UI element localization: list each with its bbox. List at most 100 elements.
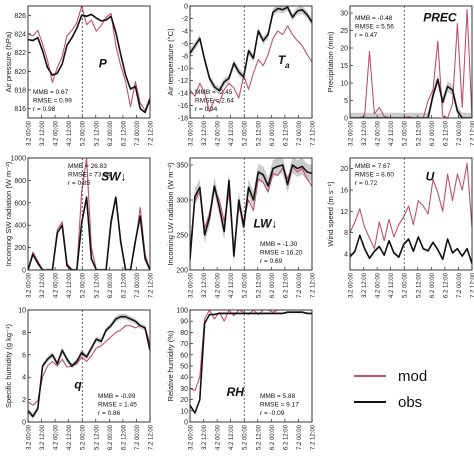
stats-line: MMB = -0.48 bbox=[355, 15, 393, 22]
panel-title: q bbox=[74, 377, 82, 391]
x-tick-label: 3.2 12:00 bbox=[362, 272, 368, 298]
x-tick-label: 3.2 12:00 bbox=[40, 120, 46, 146]
panel-title-subscript: a bbox=[285, 61, 290, 70]
x-tick-label: 3.2 00:00 bbox=[189, 272, 195, 298]
panel-title: Ta bbox=[278, 53, 290, 70]
y-tick-label: 0 bbox=[344, 116, 348, 123]
y-axis-label: Air temperature (°C) bbox=[166, 28, 175, 96]
x-tick-label: 7.2 12:00 bbox=[149, 272, 155, 298]
y-tick-label: 250 bbox=[176, 233, 188, 240]
y-tick-label: 60 bbox=[180, 352, 188, 359]
y-tick-label: 0 bbox=[184, 4, 188, 11]
stats-line: MMB = -2.45 bbox=[195, 89, 233, 96]
x-tick-label: 3.2 12:00 bbox=[202, 424, 208, 450]
y-tick-label: 50 bbox=[180, 364, 188, 371]
y-tick-label: 1000 bbox=[10, 156, 26, 163]
y-tick-label: 300 bbox=[176, 198, 188, 205]
x-tick-label: 7.2 12:00 bbox=[149, 120, 155, 146]
panel-title: P bbox=[99, 57, 108, 71]
y-tick-label: -18 bbox=[178, 116, 188, 123]
y-tick-label: -14 bbox=[178, 91, 188, 98]
stats-line: r = 0.69 bbox=[260, 258, 283, 265]
x-tick-label: 6.2 00:00 bbox=[108, 120, 114, 146]
y-tick-label: 30 bbox=[180, 386, 188, 393]
x-tick-label: 5.2 12:00 bbox=[416, 272, 422, 298]
y-tick-label: -16 bbox=[178, 103, 188, 110]
x-tick-label: 5.2 00:00 bbox=[403, 120, 409, 146]
x-tick-label: 7.2 12:00 bbox=[471, 120, 474, 146]
panel-title: RH bbox=[227, 385, 245, 399]
x-tick-label: 7.2 00:00 bbox=[457, 272, 463, 298]
x-tick-label: 6.2 00:00 bbox=[108, 272, 114, 298]
y-tick-label: 800 bbox=[14, 178, 26, 185]
y-tick-label: 2 bbox=[22, 397, 26, 404]
stats-line: r = 0.94 bbox=[195, 106, 218, 113]
y-tick-label: 824 bbox=[14, 32, 26, 39]
y-tick-label: 820 bbox=[14, 69, 26, 76]
stats-line: MMB = 0.67 bbox=[33, 89, 69, 96]
stats-line: r = 0.47 bbox=[355, 32, 378, 39]
x-tick-label: 5.2 12:00 bbox=[256, 120, 262, 146]
stats-line: r = -0.09 bbox=[260, 410, 285, 417]
obs-uncertainty-band bbox=[350, 234, 472, 265]
legend: mod obs bbox=[352, 364, 472, 424]
x-tick-label: 7.2 12:00 bbox=[149, 424, 155, 450]
panel-title-main: RH bbox=[227, 385, 245, 399]
y-tick-label: 8 bbox=[344, 230, 348, 237]
series-mod-line bbox=[190, 310, 312, 391]
y-tick-label: 350 bbox=[176, 163, 188, 170]
x-tick-label: 4.2 00:00 bbox=[216, 424, 222, 450]
x-tick-label: 3.2 00:00 bbox=[189, 424, 195, 450]
x-tick-label: 6.2 00:00 bbox=[270, 272, 276, 298]
x-tick-label: 4.2 00:00 bbox=[216, 272, 222, 298]
y-tick-label: 4 bbox=[22, 375, 26, 382]
stats-line: r = 0.85 bbox=[68, 180, 91, 187]
x-tick-label: 4.2 00:00 bbox=[216, 120, 222, 146]
x-tick-label: 5.2 00:00 bbox=[81, 120, 87, 146]
y-tick-label: 816 bbox=[14, 106, 26, 113]
y-tick-label: 200 bbox=[176, 268, 188, 275]
y-axis-label: Wind speed (m s⁻¹) bbox=[326, 181, 335, 247]
y-tick-label: 0 bbox=[22, 268, 26, 275]
stats-line: RMSE = 9.17 bbox=[260, 402, 299, 409]
x-tick-label: 5.2 12:00 bbox=[256, 272, 262, 298]
y-tick-label: -4 bbox=[182, 28, 188, 35]
y-tick-label: -10 bbox=[178, 66, 188, 73]
x-tick-label: 4.2 12:00 bbox=[389, 272, 395, 298]
stats-line: RMSE = 16.20 bbox=[260, 250, 303, 257]
stats-line: RMSE = 73.94 bbox=[68, 172, 111, 179]
x-tick-label: 6.2 12:00 bbox=[121, 424, 127, 450]
y-tick-label: 818 bbox=[14, 88, 26, 95]
x-tick-label: 3.2 00:00 bbox=[349, 272, 355, 298]
y-tick-label: 10 bbox=[340, 81, 348, 88]
x-tick-label: 4.2 12:00 bbox=[67, 120, 73, 146]
x-tick-label: 7.2 00:00 bbox=[297, 272, 303, 298]
y-tick-label: 12 bbox=[340, 209, 348, 216]
x-tick-label: 3.2 00:00 bbox=[27, 272, 33, 298]
legend-obs-label: obs bbox=[398, 394, 422, 411]
x-tick-label: 6.2 12:00 bbox=[283, 272, 289, 298]
x-tick-label: 6.2 12:00 bbox=[121, 272, 127, 298]
y-tick-label: 6 bbox=[22, 352, 26, 359]
x-tick-label: 6.2 00:00 bbox=[270, 120, 276, 146]
y-tick-label: 10 bbox=[18, 308, 26, 315]
x-tick-label: 5.2 12:00 bbox=[94, 120, 100, 146]
stats-line: RMSE = 1.45 bbox=[98, 402, 137, 409]
x-tick-label: 6.2 12:00 bbox=[121, 120, 127, 146]
y-tick-label: 80 bbox=[180, 330, 188, 337]
x-tick-label: 7.2 00:00 bbox=[297, 424, 303, 450]
panel-title-main: LW↓ bbox=[253, 216, 277, 230]
y-tick-label: -6 bbox=[182, 41, 188, 48]
x-tick-label: 4.2 12:00 bbox=[67, 272, 73, 298]
y-tick-label: 90 bbox=[180, 319, 188, 326]
x-tick-label: 4.2 12:00 bbox=[67, 424, 73, 450]
stats-line: MMB = 26.83 bbox=[68, 163, 107, 170]
y-tick-label: 200 bbox=[14, 245, 26, 252]
series-obs-line bbox=[190, 7, 312, 90]
